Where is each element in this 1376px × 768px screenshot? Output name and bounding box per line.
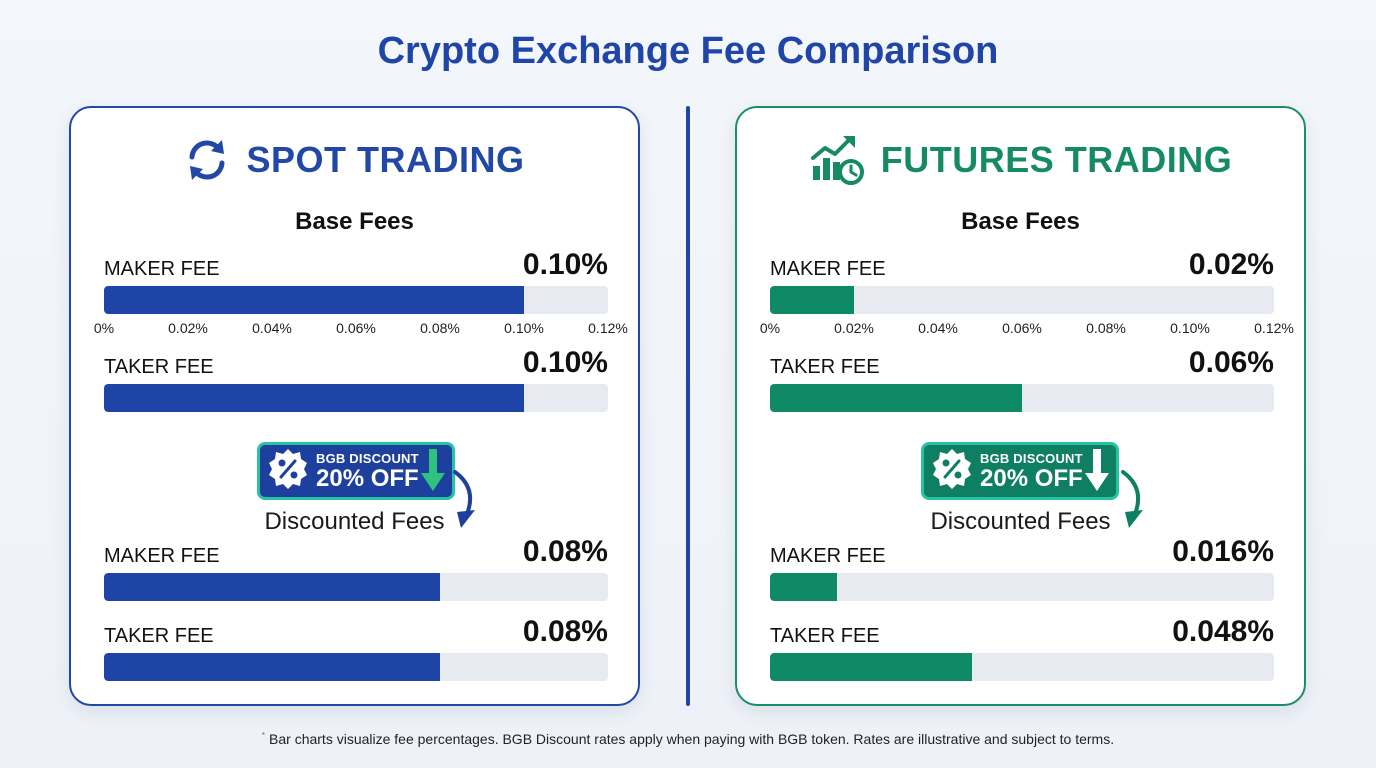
futures-disc-maker-track <box>770 573 1274 601</box>
futures-base-taker-value: 0.06% <box>1188 346 1274 379</box>
futures-tick-label: 0% <box>759 320 781 336</box>
spot-disc-taker-label: TAKER FEE <box>104 625 214 647</box>
spot-discount-badge: BGB DISCOUNT 20% OFF <box>257 442 455 500</box>
futures-discount-badge: BGB DISCOUNT 20% OFF <box>921 442 1119 500</box>
futures-base-taker-bar <box>770 384 1022 412</box>
curved-arrow-icon <box>1121 470 1143 528</box>
spot-disc-taker-value: 0.08% <box>522 615 608 648</box>
spot-tick-label: 0.06% <box>336 320 376 336</box>
futures-base-taker-label: TAKER FEE <box>770 356 880 378</box>
futures-disc-taker-label: TAKER FEE <box>770 625 880 647</box>
spot-base-maker-value: 0.10% <box>522 248 608 281</box>
spot-tick-label: 0.02% <box>168 320 208 336</box>
percent-badge-icon <box>266 447 310 496</box>
spot-discounted-fees-title: Discounted Fees <box>264 508 445 535</box>
spot-tick-label: 0.04% <box>252 320 292 336</box>
spot-disc-maker-bar <box>104 573 440 601</box>
spot-tick-label: 0.12% <box>588 320 628 336</box>
futures-panel-title: FUTURES TRADING <box>880 139 1233 180</box>
spot-tick-label: 0.10% <box>504 320 544 336</box>
futures-tick-label: 0.12% <box>1254 320 1294 336</box>
spot-tick-label: 0% <box>93 320 115 336</box>
spot-badge-line2: 20% OFF <box>316 464 419 492</box>
spot-disc-taker-track <box>104 653 608 681</box>
spot-base-taker-track <box>104 384 608 412</box>
spot-disc-maker-track <box>104 573 608 601</box>
futures-base-maker-bar <box>770 286 854 314</box>
curved-arrow-icon <box>453 470 475 528</box>
spot-base-taker-label: TAKER FEE <box>104 356 214 378</box>
futures-disc-taker-bar <box>770 653 972 681</box>
futures-trading-panel: FUTURES TRADING Base Fees MAKER FEE 0.02… <box>735 106 1306 706</box>
down-arrow-icon <box>420 447 446 500</box>
growth-chart-clock-icon <box>809 134 865 186</box>
futures-tick-label: 0.02% <box>834 320 874 336</box>
futures-tick-label: 0.10% <box>1170 320 1210 336</box>
footnote-text: Bar charts visualize fee percentages. BG… <box>269 731 1115 747</box>
futures-disc-maker-value: 0.016% <box>1172 535 1274 568</box>
futures-base-maker-track <box>770 286 1274 314</box>
futures-disc-maker-bar <box>770 573 838 601</box>
spot-base-maker-bar <box>104 286 524 314</box>
futures-base-maker-value: 0.02% <box>1188 248 1274 281</box>
futures-badge-line1: BGB DISCOUNT <box>980 450 1083 466</box>
futures-badge-line2: 20% OFF <box>980 464 1083 492</box>
futures-base-fees-title: Base Fees <box>961 208 1080 235</box>
spot-disc-taker-bar <box>104 653 440 681</box>
futures-base-taker-track <box>770 384 1274 412</box>
spot-tick-label: 0.08% <box>420 320 460 336</box>
futures-base-maker-label: MAKER FEE <box>770 258 886 280</box>
futures-x-axis: 0% 0.02% 0.04% 0.06% 0.08% 0.10% 0.12% <box>760 320 1294 340</box>
spot-base-maker-label: MAKER FEE <box>104 258 220 280</box>
page-title: Crypto Exchange Fee Comparison <box>377 30 999 72</box>
refresh-arrows-icon <box>184 137 230 183</box>
spot-base-maker-track <box>104 286 608 314</box>
footnote: * Bar charts visualize fee percentages. B… <box>0 731 1376 747</box>
futures-disc-taker-track <box>770 653 1274 681</box>
futures-disc-taker-value: 0.048% <box>1172 615 1274 648</box>
spot-disc-maker-value: 0.08% <box>522 535 608 568</box>
spot-base-taker-bar <box>104 384 524 412</box>
percent-badge-icon <box>930 447 974 496</box>
spot-panel-header: SPOT TRADING <box>71 132 638 188</box>
futures-tick-label: 0.08% <box>1086 320 1126 336</box>
futures-discounted-fees-title: Discounted Fees <box>930 508 1111 535</box>
spot-x-axis: 0% 0.02% 0.04% 0.06% 0.08% 0.10% 0.12% <box>94 320 628 340</box>
footnote-marker: * <box>261 731 266 741</box>
futures-disc-maker-label: MAKER FEE <box>770 545 886 567</box>
futures-panel-header: FUTURES TRADING <box>737 132 1304 188</box>
futures-tick-label: 0.04% <box>918 320 958 336</box>
futures-tick-label: 0.06% <box>1002 320 1042 336</box>
spot-disc-maker-label: MAKER FEE <box>104 545 220 567</box>
center-divider <box>686 106 690 706</box>
spot-base-fees-title: Base Fees <box>295 208 414 235</box>
down-arrow-icon <box>1084 447 1110 500</box>
spot-badge-line1: BGB DISCOUNT <box>316 450 419 466</box>
spot-base-taker-value: 0.10% <box>522 346 608 379</box>
spot-panel-title: SPOT TRADING <box>246 139 525 180</box>
spot-trading-panel: SPOT TRADING Base Fees MAKER FEE 0.10% 0… <box>69 106 640 706</box>
